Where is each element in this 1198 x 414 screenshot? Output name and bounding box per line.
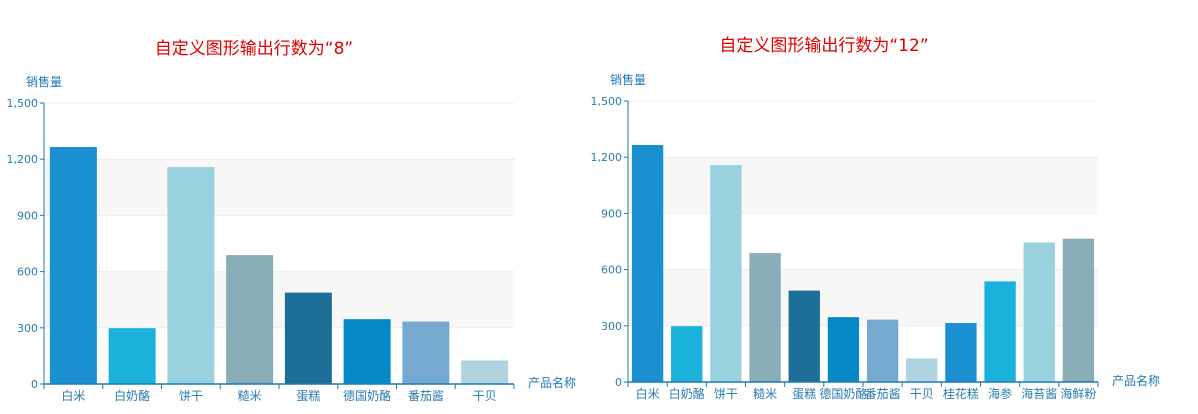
bar-2[interactable] bbox=[671, 326, 703, 382]
bar-10[interactable] bbox=[984, 281, 1016, 382]
bar-chart-12-rows: 自定义图形输出行数为“12” 销售量 产品名称 0 300 600 900 1,200 1… bbox=[591, 36, 1161, 401]
grid-band bbox=[628, 157, 1098, 214]
x-tick-label: 德国奶酪 bbox=[819, 386, 867, 401]
bar-chart-8-rows: 自定义图形输出行数为“8” 销售量 产品名称 0 300 600 900 1,200 1,… bbox=[7, 39, 577, 403]
bar-3[interactable] bbox=[167, 167, 215, 384]
bar-8[interactable] bbox=[461, 360, 509, 384]
x-axis-label: 产品名称 bbox=[528, 375, 576, 390]
x-tick-label: 番茄酱 bbox=[865, 386, 901, 401]
x-axis-label: 产品名称 bbox=[1112, 373, 1160, 388]
bar-11[interactable] bbox=[1023, 242, 1055, 382]
bar-1[interactable] bbox=[631, 145, 664, 382]
bar-4[interactable] bbox=[749, 253, 781, 382]
bar-1[interactable] bbox=[49, 147, 97, 384]
x-tick-label: 番茄酱 bbox=[408, 388, 444, 403]
x-tick-label: 桂花糕 bbox=[943, 386, 979, 401]
x-tick-label: 白奶酪 bbox=[114, 388, 150, 403]
x-tick-label: 糙米 bbox=[753, 387, 777, 401]
grid-band bbox=[628, 269, 1098, 326]
x-tick-label: 蛋糕 bbox=[296, 389, 320, 403]
chart-title: 自定义图形输出行数为“12” bbox=[719, 36, 928, 56]
y-tick-label: 600 bbox=[17, 266, 38, 279]
x-tick-label: 饼干 bbox=[714, 387, 738, 401]
y-tick-label: 300 bbox=[17, 322, 38, 335]
x-tick-label: 白奶酪 bbox=[669, 386, 705, 401]
x-tick-label: 海鲜粉 bbox=[1060, 386, 1096, 401]
x-tick-label: 海苔酱 bbox=[1021, 386, 1057, 401]
bar-6[interactable] bbox=[827, 317, 860, 382]
chart-title: 自定义图形输出行数为“8” bbox=[155, 39, 353, 59]
grid-band bbox=[44, 271, 514, 328]
y-tick-label: 1,200 bbox=[591, 151, 623, 164]
plot-area: 0 300 600 900 1,200 1,500 白米 白奶酪 饼干 糙米 蛋糕 德国奶酪 番茄酱 干贝 bbox=[7, 97, 515, 403]
y-tick-label: 900 bbox=[601, 207, 622, 220]
bar-5[interactable] bbox=[284, 292, 332, 384]
bar-3[interactable] bbox=[710, 165, 742, 382]
x-tick-label: 糙米 bbox=[238, 389, 262, 403]
bar-12[interactable] bbox=[1062, 238, 1095, 382]
x-tick-label: 德国奶酪 bbox=[343, 388, 391, 403]
x-tick-label: 干贝 bbox=[473, 389, 497, 403]
x-tick-label: 海参 bbox=[988, 386, 1012, 401]
bar-7[interactable] bbox=[402, 321, 450, 384]
x-tick-label: 白米 bbox=[636, 386, 660, 401]
y-tick-label: 1,500 bbox=[591, 95, 623, 108]
bar-4[interactable] bbox=[226, 255, 274, 384]
y-tick-label: 300 bbox=[601, 320, 622, 333]
y-tick-label: 0 bbox=[615, 376, 622, 389]
x-tick-label: 白米 bbox=[61, 388, 85, 403]
y-tick-label: 1,200 bbox=[7, 153, 39, 166]
y-tick-label: 900 bbox=[17, 209, 38, 222]
bar-9[interactable] bbox=[945, 322, 977, 382]
y-tick-label: 1,500 bbox=[7, 97, 39, 110]
y-axis-label: 销售量 bbox=[610, 72, 646, 87]
bar-6[interactable] bbox=[343, 319, 391, 384]
y-tick-label: 600 bbox=[601, 264, 622, 277]
bar-2[interactable] bbox=[108, 328, 156, 384]
bar-5[interactable] bbox=[788, 290, 820, 382]
grid-band bbox=[44, 159, 514, 216]
bar-8[interactable] bbox=[906, 358, 938, 382]
bar-7[interactable] bbox=[866, 319, 899, 382]
x-tick-label: 蛋糕 bbox=[792, 387, 816, 401]
y-axis-label: 销售量 bbox=[26, 74, 62, 89]
x-tick-label: 干贝 bbox=[910, 387, 934, 401]
x-tick-label: 饼干 bbox=[179, 389, 203, 403]
y-tick-label: 0 bbox=[31, 378, 38, 391]
